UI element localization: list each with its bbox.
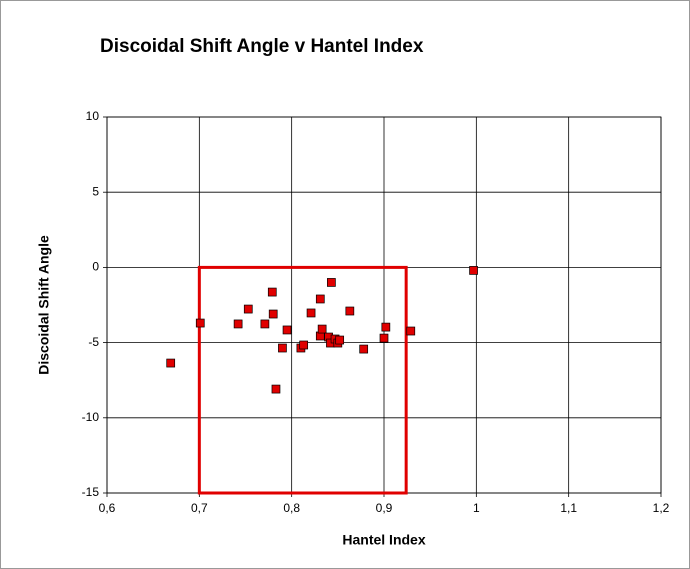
point bbox=[306, 308, 316, 318]
point bbox=[327, 278, 336, 287]
point bbox=[268, 309, 278, 319]
point bbox=[317, 324, 327, 334]
y-tick-label: -10 bbox=[82, 410, 100, 424]
point bbox=[469, 266, 478, 275]
y-tick-label: 5 bbox=[92, 184, 99, 198]
point bbox=[335, 335, 345, 345]
point bbox=[166, 358, 176, 368]
y-tick-label: 10 bbox=[86, 109, 100, 123]
point bbox=[379, 333, 389, 343]
y-tick-label: -5 bbox=[88, 335, 99, 349]
point bbox=[299, 340, 309, 350]
x-tick-label: 0,8 bbox=[283, 501, 300, 515]
x-tick-label: 0,6 bbox=[99, 501, 116, 515]
x-tick-label: 0,9 bbox=[376, 501, 393, 515]
point bbox=[278, 343, 287, 353]
y-tick-label: 0 bbox=[92, 260, 99, 274]
highlight-box bbox=[197, 265, 408, 495]
point bbox=[195, 318, 205, 328]
x-tick-label: 1 bbox=[473, 501, 480, 515]
point bbox=[315, 294, 325, 304]
point bbox=[271, 384, 281, 394]
point bbox=[233, 319, 243, 329]
point bbox=[406, 326, 416, 336]
x-axis-label: Hantel Index bbox=[342, 532, 425, 548]
point bbox=[260, 319, 270, 329]
y-tick-label: -15 bbox=[82, 485, 100, 499]
x-tick-label: 1,1 bbox=[560, 501, 577, 515]
x-tick-label: 0,7 bbox=[191, 501, 208, 515]
chart-title: Discoidal Shift Angle v Hantel Index bbox=[100, 36, 424, 57]
point bbox=[345, 306, 355, 316]
y-axis-label: Discoidal Shift Angle bbox=[36, 235, 52, 375]
point bbox=[267, 287, 277, 297]
point bbox=[282, 325, 292, 335]
point bbox=[243, 304, 253, 314]
point bbox=[381, 322, 391, 332]
point bbox=[359, 344, 369, 354]
x-tick-label: 1,2 bbox=[653, 501, 670, 515]
